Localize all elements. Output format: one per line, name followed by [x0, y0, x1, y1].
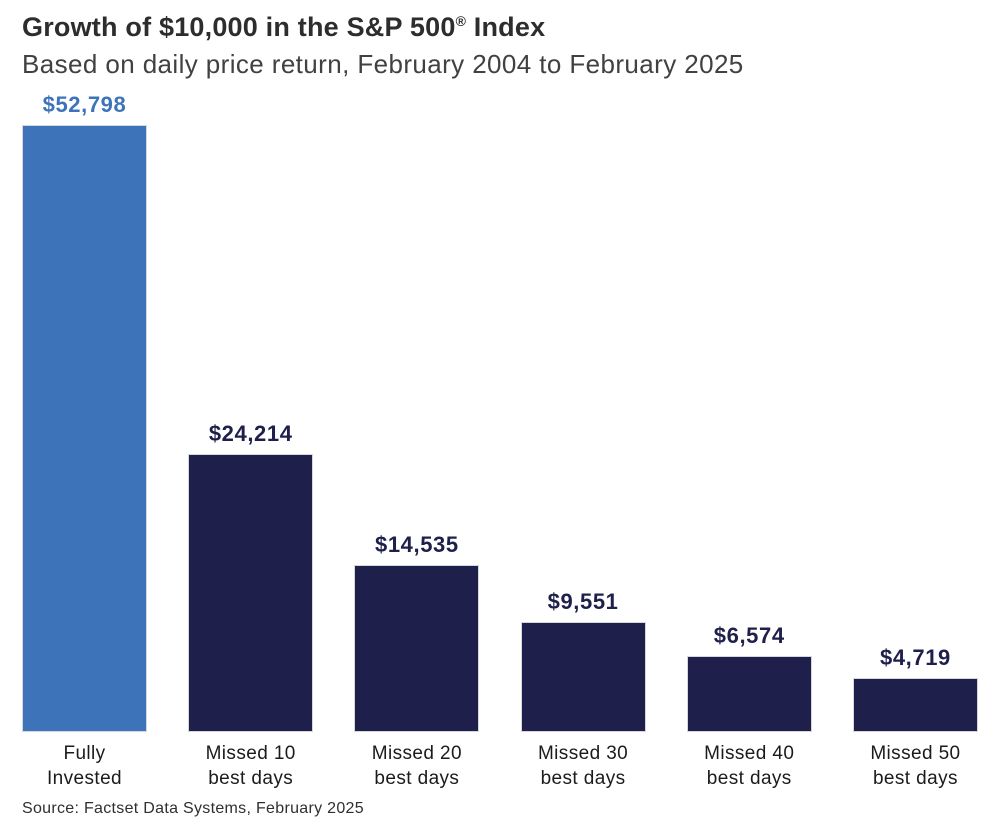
bar-value-label: $14,535 — [375, 532, 459, 558]
bar-missed-10-best-days — [188, 454, 314, 733]
bar-value-label: $52,798 — [42, 92, 127, 118]
bar-value-label: $9,551 — [547, 589, 619, 615]
bar-value-label: $24,214 — [208, 421, 293, 447]
chart-title: Growth of $10,000 in the S&P 500® Index — [22, 12, 979, 42]
bar-category-label: Missed 50 best days — [870, 743, 961, 790]
chart-subtitle: Based on daily price return, February 20… — [22, 49, 744, 80]
bar-fully-invested — [22, 125, 147, 733]
bar-value-label: $4,719 — [879, 645, 951, 671]
bar-category-label: Missed 30 best days — [537, 743, 629, 790]
bar-column: $24,214 Missed 10 best days — [188, 421, 314, 791]
bar-missed-30-best-days — [520, 622, 646, 733]
bar-column: $52,798 Fully Invested — [22, 92, 147, 791]
bar-column: $14,535 Missed 20 best days — [354, 532, 480, 791]
bar-category-label: Missed 10 best days — [205, 743, 296, 790]
chart-main: $52,798 Fully Invested $24,214 Missed 10 best… — [22, 92, 979, 818]
bar-missed-20-best-days — [354, 565, 480, 733]
bar-category-label: Missed 20 best days — [371, 743, 462, 790]
bar-value-label: $6,574 — [713, 623, 785, 649]
bar-column: $6,574 Missed 40 best days — [686, 623, 812, 791]
bar-missed-50-best-days — [852, 678, 978, 733]
bar-missed-40-best-days — [686, 656, 812, 733]
bar-category-label: Fully Invested — [46, 743, 123, 790]
chart-header: Growth of $10,000 in the S&P 500® Index … — [22, 12, 979, 80]
bar-chart: $52,798 Fully Invested $24,214 Missed 10 best… — [22, 92, 978, 791]
bar-column: $9,551 Missed 30 best days — [520, 589, 646, 791]
chart-title-suffix: Index — [466, 12, 546, 42]
registered-trademark-symbol: ® — [455, 13, 467, 29]
bar-category-label: Missed 40 best days — [704, 743, 795, 790]
source-note: Source: Factset Data Systems, February 2… — [22, 800, 364, 818]
chart-title-main: Growth of $10,000 in the S&P 500 — [22, 12, 456, 42]
bar-column: $4,719 Missed 50 best days — [852, 645, 978, 791]
